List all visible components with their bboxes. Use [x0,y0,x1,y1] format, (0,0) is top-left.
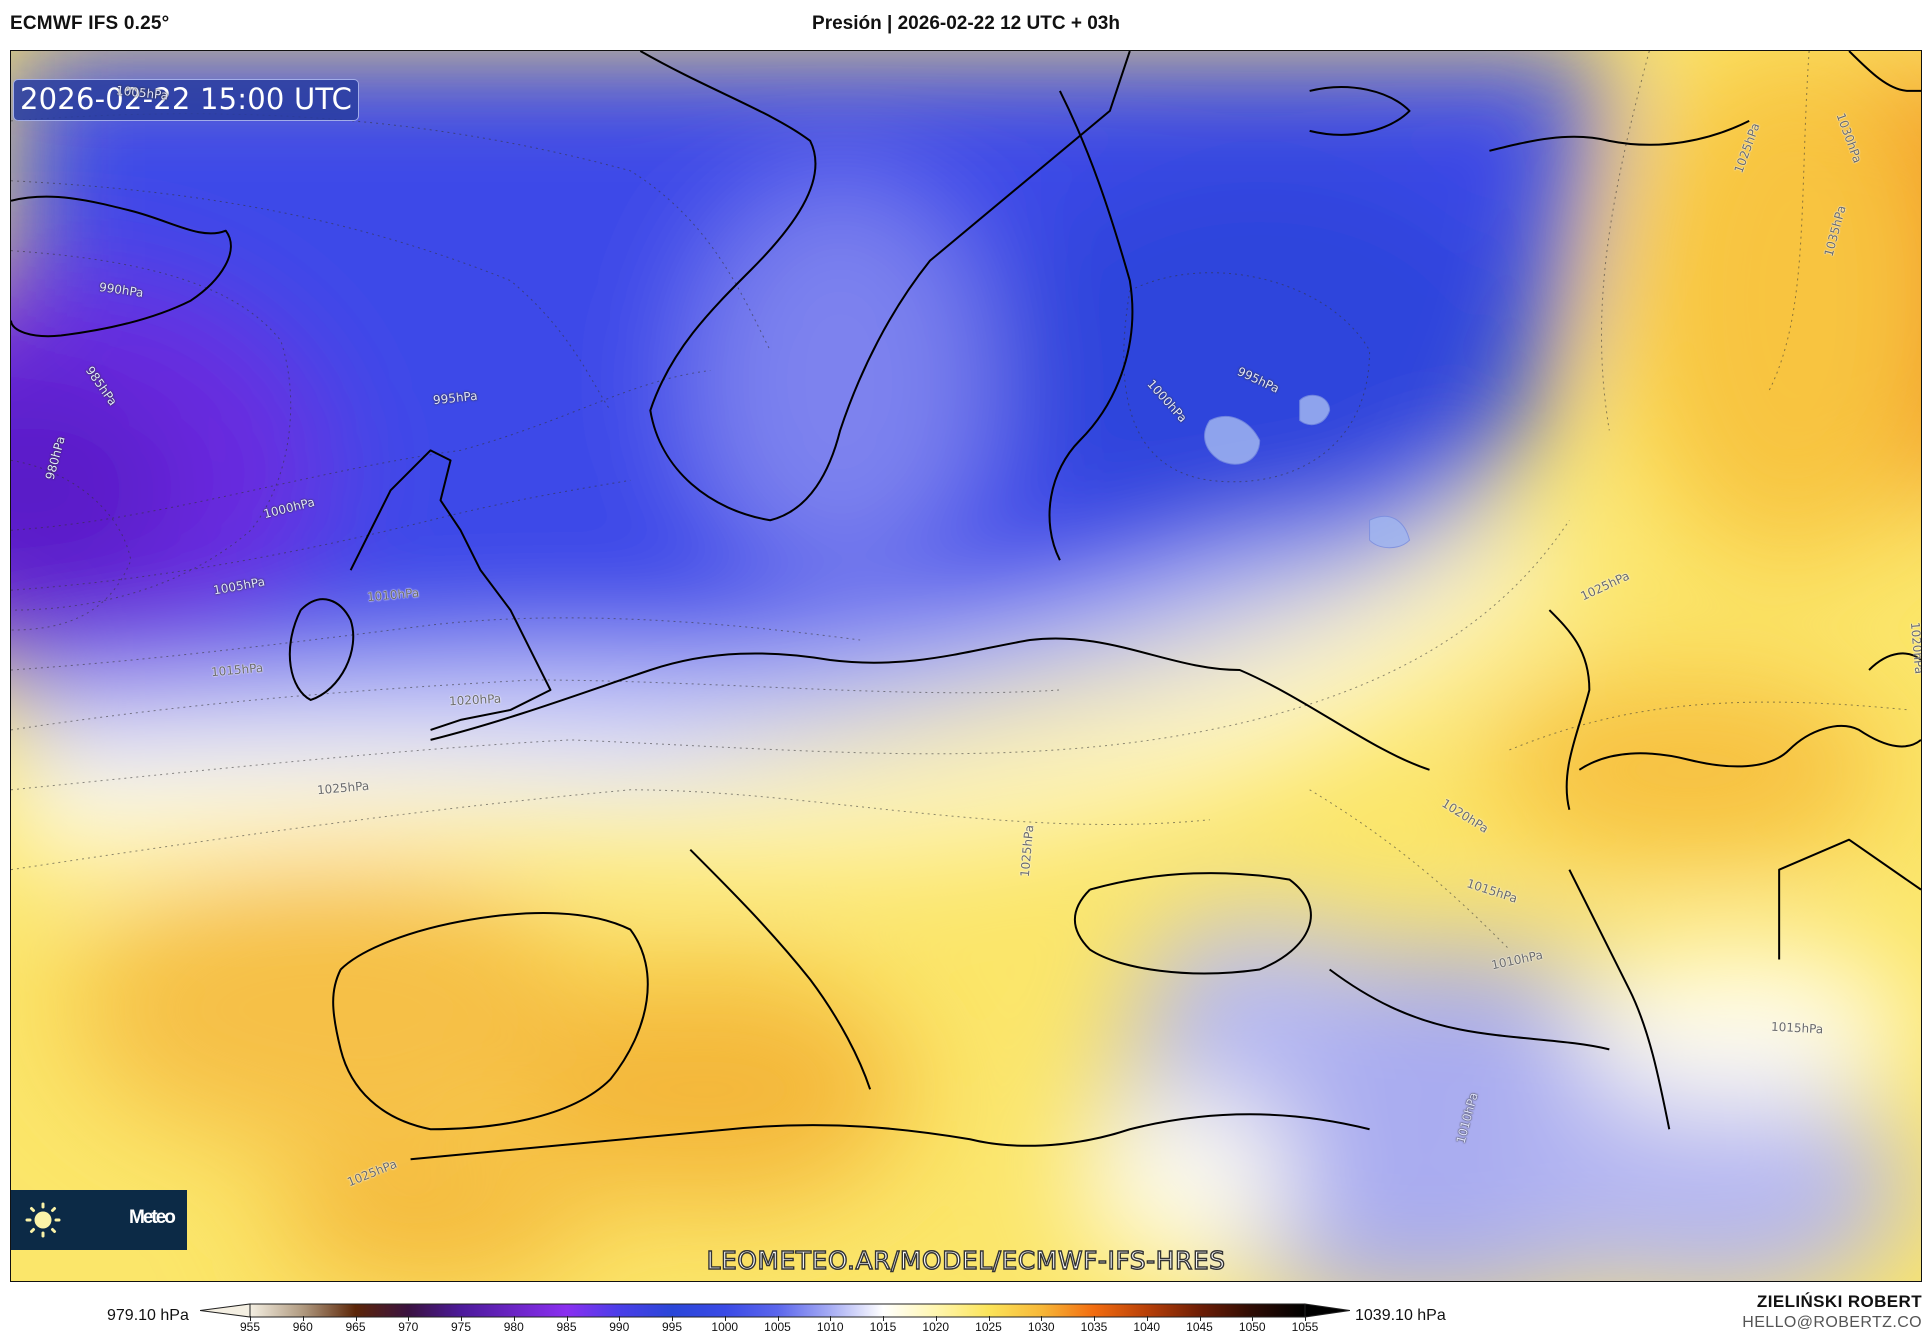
colorbar-tick-label: 1035 [1080,1320,1108,1334]
colorbar-tick-label: 1020 [922,1320,950,1334]
pressure-map[interactable]: 2026-02-22 15:00 UTC 1005hPa 990hPa 985hPa… [10,50,1922,1282]
colorbar-tick-label: 1030 [1027,1320,1055,1334]
colorbar-tick-mark [777,1316,779,1321]
colorbar-tick-label: 1050 [1238,1320,1266,1334]
colorbar-max-label: 1039.10 hPa [1355,1307,1446,1324]
colorbar-tick-mark [1146,1316,1148,1321]
colorbar-tick-mark [1252,1316,1254,1321]
colorbar-tick-label: 955 [239,1320,261,1334]
colorbar-tick-label: 1045 [1186,1320,1213,1334]
colorbar-tick-mark [1199,1316,1201,1321]
logo-text: Meteo [129,1207,176,1228]
colorbar-tick-label: 965 [345,1320,366,1334]
colorbar-tick-label: 1040 [1133,1320,1161,1334]
pressure-field [11,51,1921,1281]
meteo-logo[interactable]: Meteo [11,1190,187,1250]
colorbar-tick-label: 980 [503,1320,524,1334]
colorbar: 979.10 hPa 955 960 965 970 975 980 985 990 995 10… [0,1290,1932,1338]
colorbar-tick-mark [461,1316,462,1321]
colorbar-tick-label: 960 [292,1320,313,1334]
colorbar-tick-label: 990 [609,1320,630,1334]
colorbar-tick-mark [935,1316,937,1321]
colorbar-tick-mark [830,1316,832,1321]
chart-title: Presión | 2026-02-22 12 UTC + 03h [812,13,1120,34]
colorbar-tick-mark [566,1316,568,1321]
colorbar-tick-label: 1055 [1291,1320,1319,1334]
colorbar-tick-label: 1000 [711,1320,739,1334]
colorbar-tick-label: 1025 [975,1320,1002,1334]
colorbar-min-label: 979.10 hPa [107,1307,189,1324]
colorbar-tick-mark [1041,1316,1043,1321]
colorbar-tick-label: 1015 [869,1320,897,1334]
author-email[interactable]: HELLO@ROBERTZ.CO [1742,1314,1922,1331]
colorbar-tick-mark [988,1316,990,1321]
colorbar-tick-mark [724,1316,726,1321]
colorbar-tick-mark [513,1316,515,1321]
sun-icon [25,1202,61,1238]
colorbar-tick-label: 970 [398,1320,419,1334]
colorbar-tick-label: 975 [450,1320,472,1334]
source-watermark: LEOMETEO.AR/MODEL/ECMWF-IFS-HRES [706,1245,1226,1275]
colorbar-tick-mark [1094,1316,1095,1321]
isobar-label: 1020hPa [448,691,502,709]
colorbar-tick-mark [672,1316,673,1321]
colorbar-tick-mark [355,1316,357,1321]
colorbar-tick-mark [302,1316,304,1321]
colorbar-tick-mark [250,1316,251,1321]
colorbar-tick-mark [1305,1316,1306,1321]
colorbar-gradient [200,1303,1350,1318]
valid-time-badge: 2026-02-22 15:00 UTC [13,79,360,121]
isobar-label: 1015hPa [1770,1019,1824,1037]
model-name: ECMWF IFS 0.25° [10,13,170,34]
author-name: ZIELIŃSKI ROBERT [1756,1292,1922,1311]
colorbar-tick-mark [408,1316,410,1321]
colorbar-tick-label: 995 [661,1320,683,1334]
colorbar-tick-label: 1010 [816,1320,844,1334]
colorbar-tick-label: 1005 [764,1320,791,1334]
colorbar-tick-label: 985 [556,1320,577,1334]
colorbar-tick-mark [619,1316,621,1321]
colorbar-tick-mark [883,1316,884,1321]
